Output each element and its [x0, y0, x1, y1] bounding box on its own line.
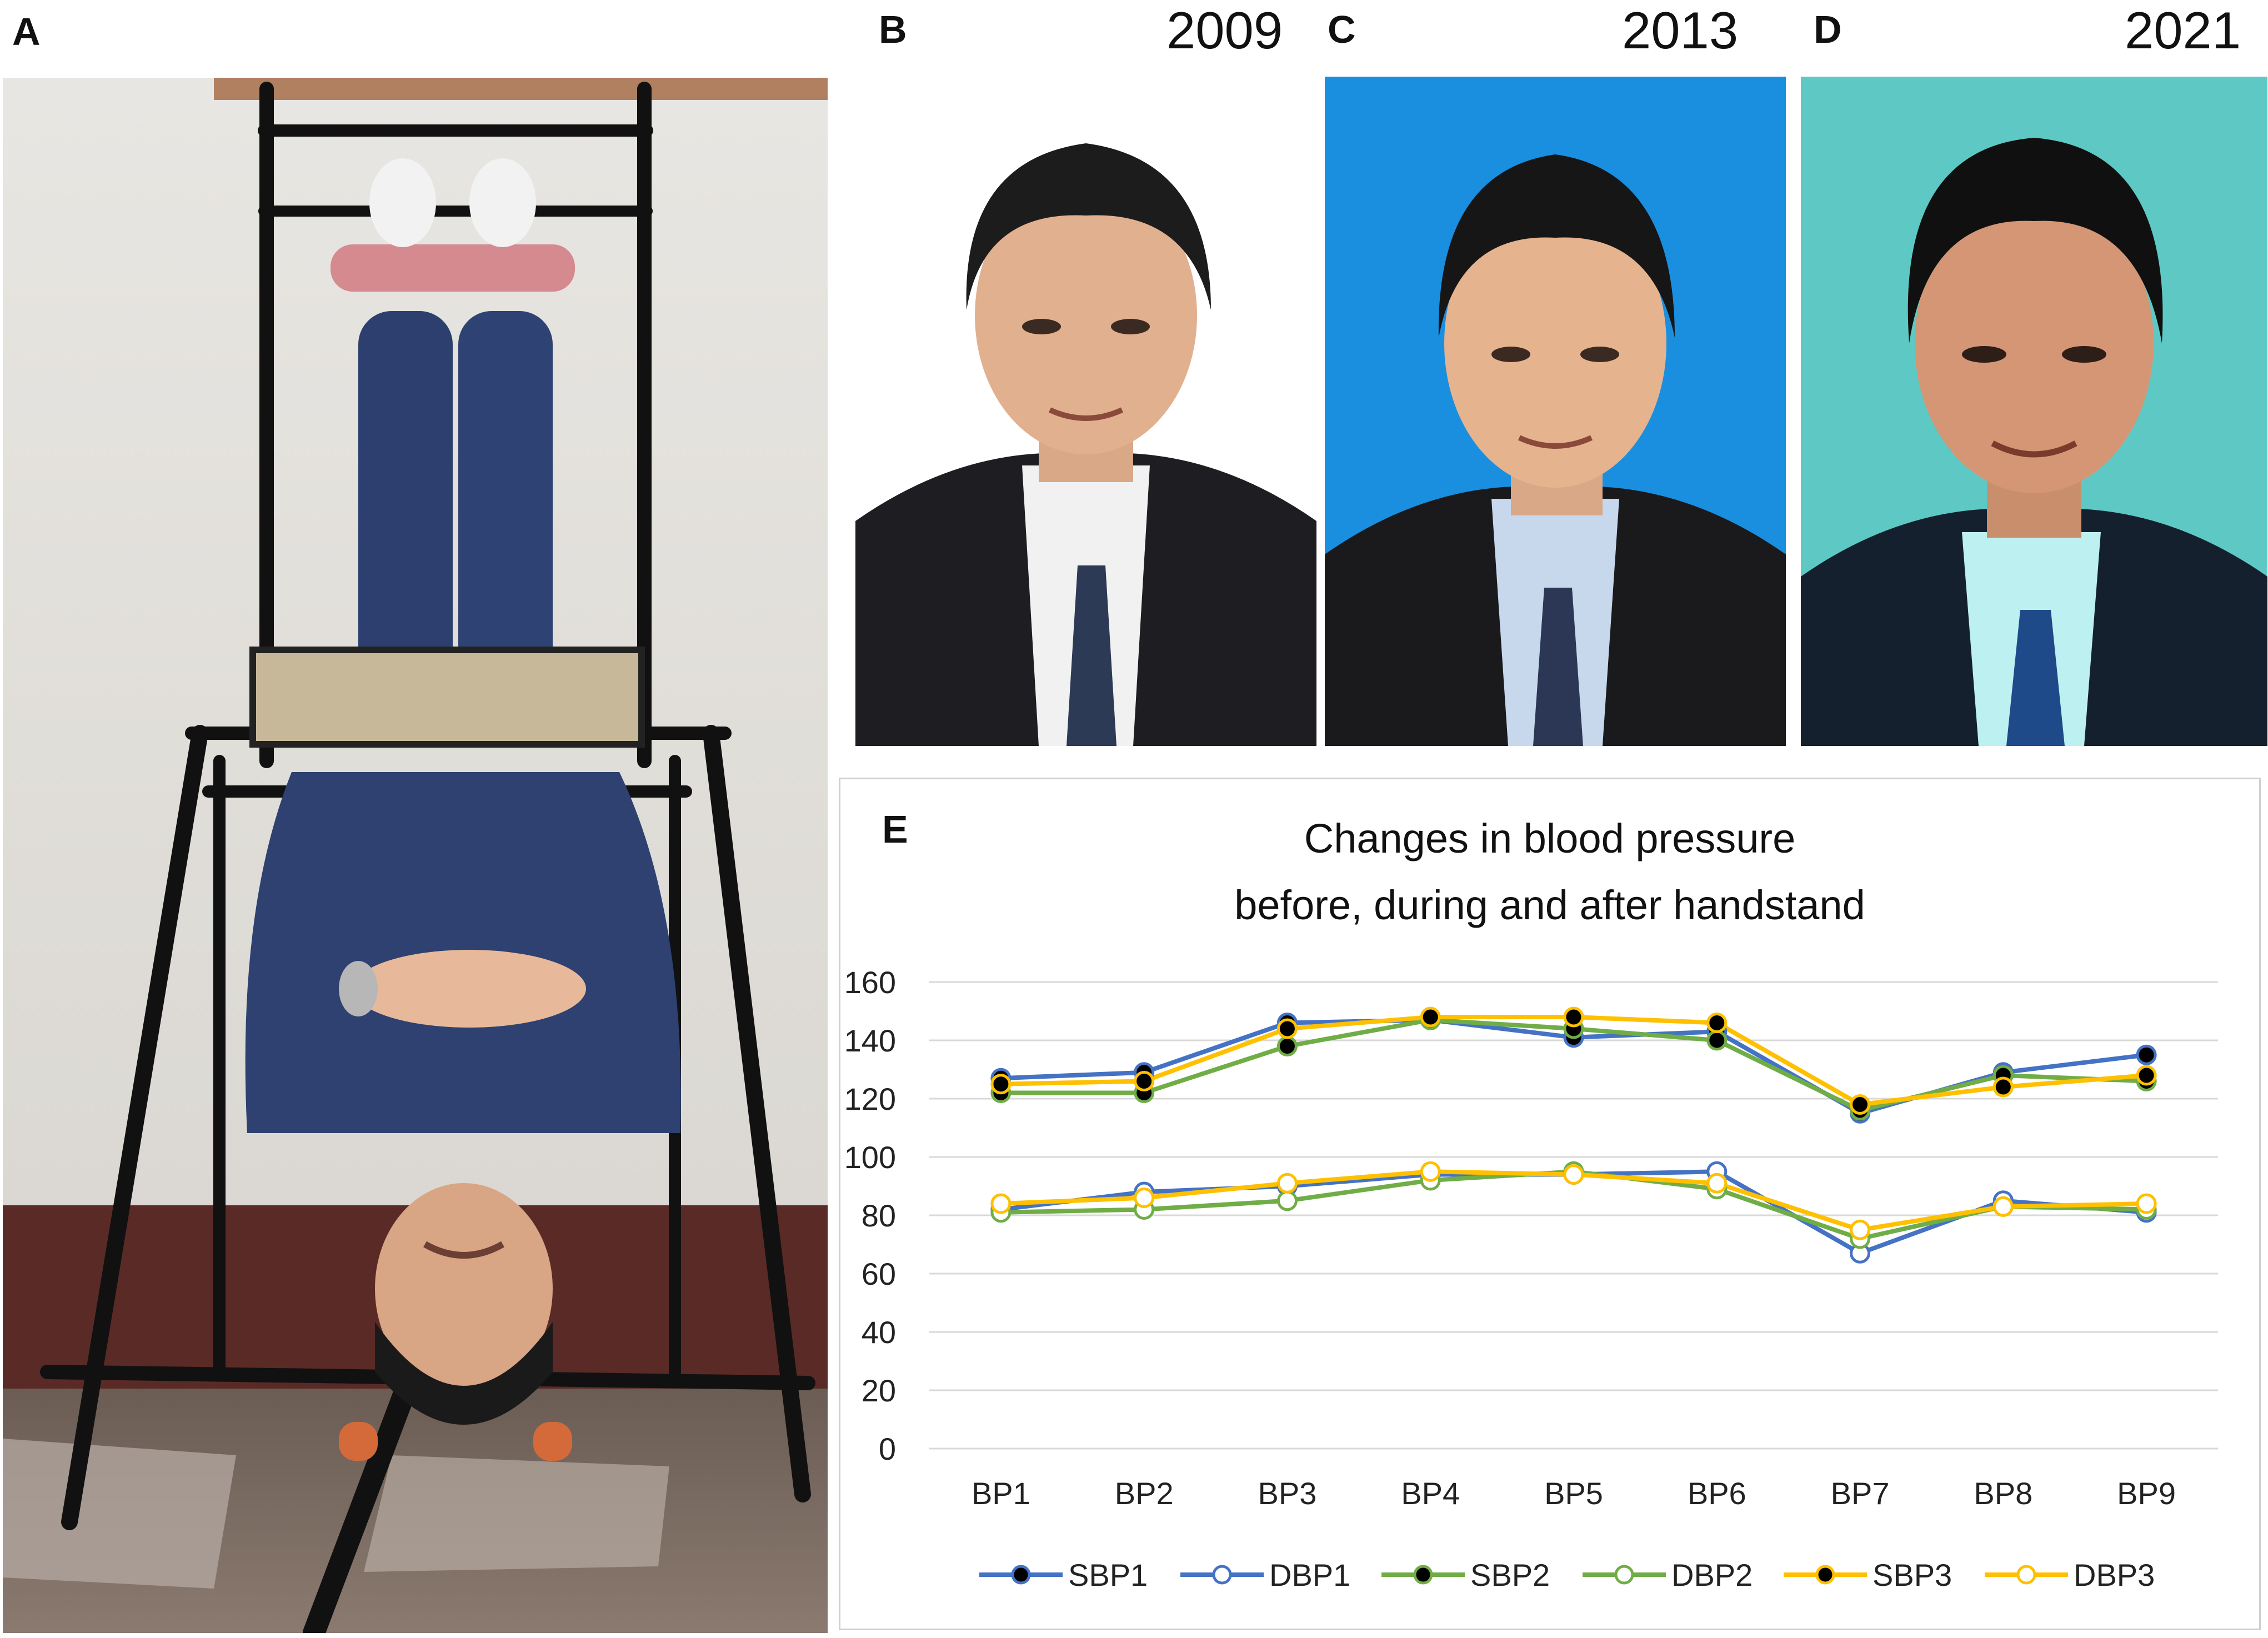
data-point-dbp3: [1276, 1173, 1298, 1194]
legend-label-dbp2: DBP2: [1671, 1557, 1753, 1592]
y-tick-label: 40: [862, 1315, 896, 1350]
portrait-2013: [1325, 77, 1786, 746]
panel-label-b: B: [879, 8, 907, 51]
data-point-sbp3: [990, 1074, 1012, 1095]
legend-marker-sbp2: [1413, 1565, 1433, 1585]
y-tick-label: 160: [844, 965, 896, 1000]
data-point-dbp3: [1992, 1196, 2014, 1217]
y-tick-label: 100: [844, 1140, 896, 1175]
data-point-dbp3: [1134, 1188, 1155, 1208]
legend-marker-sbp1: [1011, 1565, 1031, 1585]
data-point-dbp2: [1276, 1190, 1298, 1211]
legend-label-sbp3: SBP3: [1873, 1557, 1952, 1592]
portrait-2021: [1801, 77, 2267, 746]
data-point-sbp3: [1563, 1006, 1584, 1028]
data-point-sbp2: [1276, 1036, 1298, 1056]
y-tick-label: 60: [862, 1256, 896, 1291]
x-tick-label: BP9: [2117, 1476, 2176, 1511]
y-tick-label: 140: [844, 1023, 896, 1058]
x-tick-label: BP3: [1258, 1476, 1317, 1511]
panel-label-c: C: [1328, 8, 1356, 51]
data-point-dbp3: [1563, 1164, 1584, 1185]
line-chart: 0 20 40 60 80 100 120 140 160 BP1 BP2 BP3 BP4 BP5 BP6 B…: [844, 965, 2218, 1592]
chart-title-line2: before, during and after handstand: [1234, 882, 1865, 928]
legend-marker-dbp3: [2016, 1565, 2036, 1585]
year-label-b: 2009: [1166, 1, 1283, 59]
panel-label-a: A: [12, 10, 41, 53]
x-tick-label: BP1: [972, 1476, 1030, 1511]
data-point-sbp3: [1420, 1006, 1441, 1028]
data-point-dbp3: [1850, 1219, 1871, 1240]
y-tick-label: 120: [844, 1081, 896, 1116]
x-tick-label: BP7: [1831, 1476, 1890, 1511]
data-point-dbp3: [990, 1193, 1012, 1214]
data-point-dbp3: [1706, 1173, 1728, 1194]
chart-panel: E Changes in blood pressure before, duri…: [839, 778, 2261, 1630]
chart-title-line1: Changes in blood pressure: [1304, 815, 1796, 861]
data-point-sbp3: [1134, 1071, 1155, 1091]
data-point-sbp3: [1276, 1018, 1298, 1039]
legend-label-sbp1: SBP1: [1068, 1557, 1148, 1592]
data-point-sbp3: [1850, 1094, 1871, 1115]
y-tick-label: 0: [879, 1431, 896, 1466]
x-tick-label: BP6: [1688, 1476, 1746, 1511]
photo-handstand: [3, 78, 828, 1633]
portrait-2009: [855, 77, 1316, 746]
y-tick-label: 80: [862, 1198, 896, 1233]
legend-marker-sbp3: [1815, 1565, 1835, 1585]
data-point-sbp3: [2136, 1065, 2157, 1086]
legend-marker-dbp2: [1614, 1565, 1634, 1585]
panel-label-e: E: [882, 808, 908, 851]
data-point-dbp3: [1420, 1161, 1441, 1182]
legend-label-sbp2: SBP2: [1470, 1557, 1550, 1592]
legend-marker-dbp1: [1212, 1565, 1232, 1585]
x-tick-label: BP5: [1544, 1476, 1603, 1511]
data-point-sbp2: [1706, 1030, 1728, 1051]
data-point-dbp3: [2136, 1193, 2157, 1214]
legend-label-dbp1: DBP1: [1269, 1557, 1350, 1592]
data-point-sbp3: [1992, 1076, 2014, 1098]
data-point-sbp3: [1706, 1013, 1728, 1033]
x-tick-label: BP4: [1401, 1476, 1460, 1511]
y-tick-label: 20: [862, 1373, 896, 1408]
data-point-sbp1: [2136, 1044, 2157, 1065]
year-label-d: 2021: [2125, 1, 2241, 59]
x-tick-label: BP2: [1115, 1476, 1174, 1511]
legend-label-dbp3: DBP3: [2074, 1557, 2155, 1592]
year-label-c: 2013: [1622, 1, 1739, 59]
x-tick-label: BP8: [1974, 1476, 2032, 1511]
panel-label-d: D: [1814, 8, 1842, 51]
